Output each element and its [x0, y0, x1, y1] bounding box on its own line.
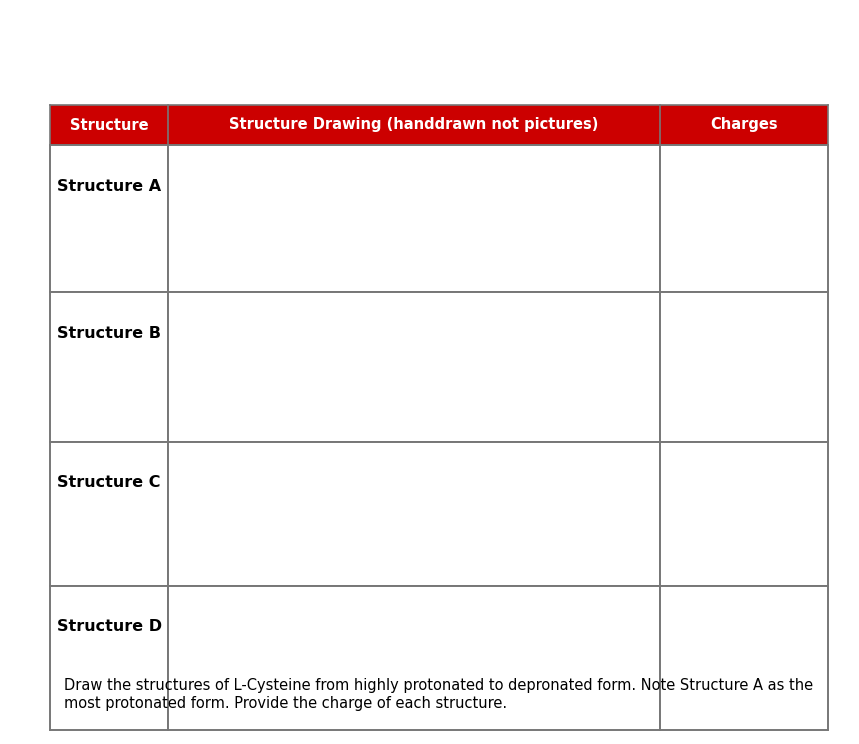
Text: Structure: Structure	[70, 118, 149, 132]
Bar	[168, 145, 660, 292]
Text: Structure A: Structure A	[57, 179, 161, 193]
Bar	[168, 443, 660, 586]
Bar	[660, 105, 828, 145]
Bar	[168, 586, 660, 730]
Text: Structure C: Structure C	[57, 475, 161, 490]
Bar	[168, 105, 660, 145]
Text: Draw the structures of L-Cysteine from highly protonated to depronated form. Not: Draw the structures of L-Cysteine from h…	[64, 678, 813, 711]
Bar	[660, 586, 828, 730]
Text: Structure Drawing (handdrawn not pictures): Structure Drawing (handdrawn not picture…	[229, 118, 599, 132]
Bar	[50, 292, 168, 443]
Bar	[660, 292, 828, 443]
Bar	[168, 292, 660, 443]
Bar	[50, 586, 168, 730]
Text: Charges: Charges	[710, 118, 777, 132]
Bar	[50, 145, 168, 292]
Bar	[50, 443, 168, 586]
Bar	[660, 145, 828, 292]
Text: Structure D: Structure D	[57, 619, 162, 634]
Bar	[660, 443, 828, 586]
Text: Structure B: Structure B	[57, 327, 161, 341]
Bar	[50, 105, 168, 145]
